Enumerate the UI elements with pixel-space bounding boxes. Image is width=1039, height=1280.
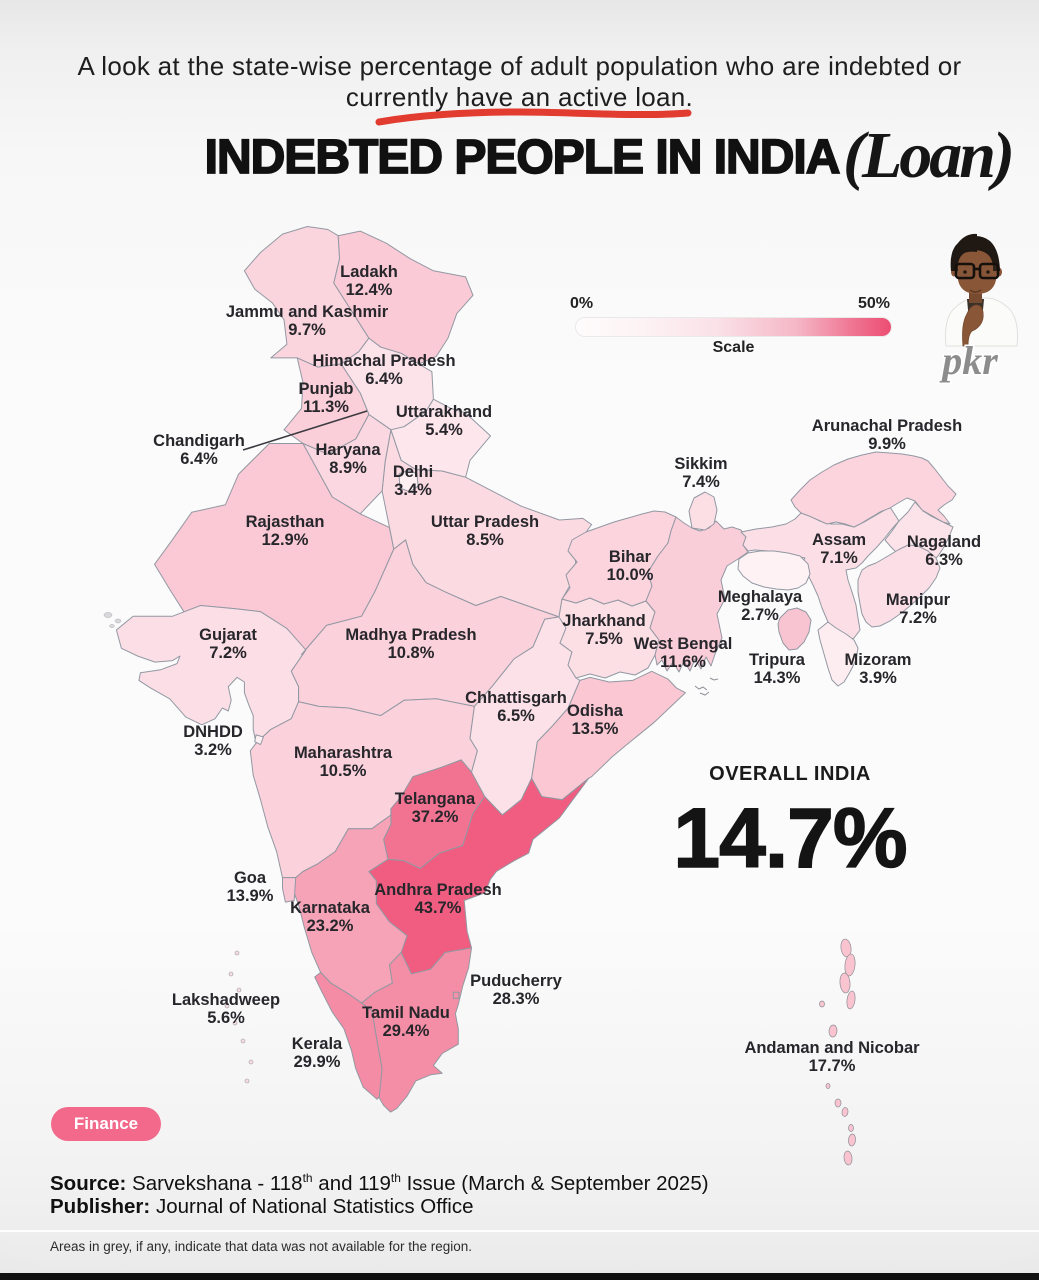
svg-text:28.3%: 28.3% xyxy=(493,990,540,1008)
svg-text:8.9%: 8.9% xyxy=(329,459,367,477)
svg-text:6.3%: 6.3% xyxy=(925,551,963,569)
svg-text:11.3%: 11.3% xyxy=(303,398,349,416)
svg-text:pkr: pkr xyxy=(939,338,998,383)
svg-text:Karnataka: Karnataka xyxy=(290,899,371,917)
svg-text:6.5%: 6.5% xyxy=(497,707,535,725)
svg-text:10.8%: 10.8% xyxy=(388,644,435,662)
svg-text:7.1%: 7.1% xyxy=(820,549,858,567)
svg-text:43.7%: 43.7% xyxy=(415,899,462,917)
svg-text:37.2%: 37.2% xyxy=(412,808,459,826)
svg-text:14.3%: 14.3% xyxy=(754,669,801,687)
svg-text:10.0%: 10.0% xyxy=(607,566,654,584)
svg-text:13.9%: 13.9% xyxy=(227,887,274,905)
svg-text:Arunachal Pradesh: Arunachal Pradesh xyxy=(812,417,962,435)
svg-text:Delhi: Delhi xyxy=(393,463,433,481)
svg-text:DNHDD: DNHDD xyxy=(183,723,243,741)
svg-text:7.5%: 7.5% xyxy=(585,630,623,648)
svg-text:Uttarakhand: Uttarakhand xyxy=(396,403,492,421)
svg-text:Jammu and Kashmir: Jammu and Kashmir xyxy=(226,303,389,321)
svg-text:Bihar: Bihar xyxy=(609,548,652,566)
svg-text:7.4%: 7.4% xyxy=(682,473,720,491)
svg-text:5.4%: 5.4% xyxy=(425,421,463,439)
svg-text:17.7%: 17.7% xyxy=(809,1057,856,1075)
svg-text:29.9%: 29.9% xyxy=(294,1053,341,1071)
svg-text:5.6%: 5.6% xyxy=(207,1009,245,1027)
svg-text:Manipur: Manipur xyxy=(886,591,951,609)
svg-text:Tripura: Tripura xyxy=(749,651,806,669)
svg-text:Puducherry: Puducherry xyxy=(470,972,563,990)
svg-text:West Bengal: West Bengal xyxy=(634,635,733,653)
svg-text:Chandigarh: Chandigarh xyxy=(153,432,245,450)
svg-text:Ladakh: Ladakh xyxy=(340,263,398,281)
svg-text:Punjab: Punjab xyxy=(298,380,353,398)
svg-text:7.2%: 7.2% xyxy=(899,609,937,627)
svg-text:Lakshadweep: Lakshadweep xyxy=(172,991,280,1009)
svg-text:3.4%: 3.4% xyxy=(394,481,432,499)
svg-text:29.4%: 29.4% xyxy=(383,1022,430,1040)
svg-text:6.4%: 6.4% xyxy=(180,450,218,468)
svg-text:Tamil Nadu: Tamil Nadu xyxy=(362,1004,450,1022)
svg-text:9.9%: 9.9% xyxy=(868,435,906,453)
svg-text:12.9%: 12.9% xyxy=(262,531,309,549)
svg-text:Gujarat: Gujarat xyxy=(199,626,257,644)
svg-text:Assam: Assam xyxy=(812,531,866,549)
svg-text:7.2%: 7.2% xyxy=(209,644,247,662)
svg-text:Rajasthan: Rajasthan xyxy=(246,513,325,531)
svg-text:Jharkhand: Jharkhand xyxy=(562,612,645,630)
svg-text:3.9%: 3.9% xyxy=(859,669,897,687)
svg-text:12.4%: 12.4% xyxy=(346,281,393,299)
svg-text:Nagaland: Nagaland xyxy=(907,533,981,551)
svg-text:23.2%: 23.2% xyxy=(307,917,354,935)
svg-text:Sikkim: Sikkim xyxy=(674,455,727,473)
svg-text:Chhattisgarh: Chhattisgarh xyxy=(465,689,567,707)
svg-text:9.7%: 9.7% xyxy=(288,321,326,339)
svg-text:Maharashtra: Maharashtra xyxy=(294,744,393,762)
svg-text:Himachal Pradesh: Himachal Pradesh xyxy=(312,352,455,370)
svg-text:Uttar Pradesh: Uttar Pradesh xyxy=(431,513,539,531)
svg-text:Kerala: Kerala xyxy=(292,1035,343,1053)
svg-text:6.4%: 6.4% xyxy=(365,370,403,388)
svg-text:Odisha: Odisha xyxy=(567,702,624,720)
svg-text:8.5%: 8.5% xyxy=(466,531,504,549)
svg-text:Andaman and Nicobar: Andaman and Nicobar xyxy=(744,1039,920,1057)
svg-text:Goa: Goa xyxy=(234,869,267,887)
svg-text:10.5%: 10.5% xyxy=(320,762,367,780)
svg-text:Andhra Pradesh: Andhra Pradesh xyxy=(374,881,501,899)
svg-text:Meghalaya: Meghalaya xyxy=(718,588,803,606)
svg-text:3.2%: 3.2% xyxy=(194,741,232,759)
svg-text:Madhya Pradesh: Madhya Pradesh xyxy=(345,626,476,644)
svg-text:Haryana: Haryana xyxy=(315,441,381,459)
svg-text:Telangana: Telangana xyxy=(395,790,476,808)
svg-text:11.6%: 11.6% xyxy=(660,653,706,671)
svg-text:13.5%: 13.5% xyxy=(572,720,619,738)
svg-text:2.7%: 2.7% xyxy=(741,606,779,624)
svg-text:Mizoram: Mizoram xyxy=(845,651,912,669)
